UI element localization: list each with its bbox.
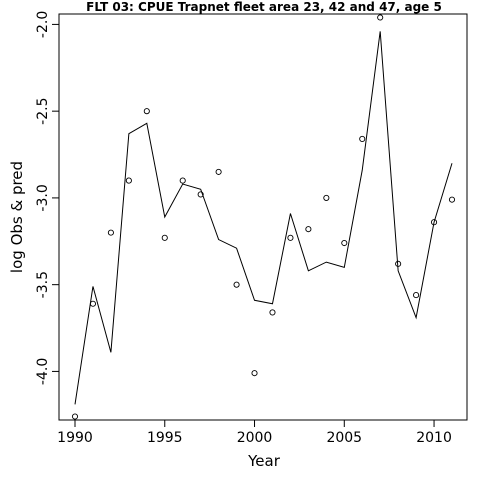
observed-point (215, 168, 222, 175)
observed-point (395, 260, 402, 267)
observed-point (179, 177, 186, 184)
observed-point (377, 14, 384, 21)
x-tick-label: 1995 (147, 430, 183, 446)
observed-point (197, 191, 204, 198)
observed-point (448, 196, 456, 203)
y-tick-label: -3.0 (35, 184, 51, 211)
observed-point (251, 370, 258, 377)
observed-point (305, 226, 312, 233)
y-tick-label: -2.0 (35, 11, 51, 38)
y-tick-label: -2.5 (35, 97, 51, 124)
observed-point (413, 292, 420, 299)
y-tick-label: -3.5 (35, 271, 51, 298)
chart-title: FLT 03: CPUE Trapnet fleet area 23, 42 a… (86, 0, 442, 14)
observed-point (341, 239, 348, 247)
observed-point (430, 219, 438, 226)
observed-point (161, 234, 168, 241)
observed-point (71, 413, 79, 420)
x-tick-label: 2010 (416, 430, 452, 446)
observed-point (143, 108, 150, 115)
x-tick-label: 2005 (326, 430, 362, 446)
x-tick-label: 2000 (237, 430, 273, 446)
observed-point (89, 300, 97, 307)
observed-point (323, 194, 330, 201)
observed-point (233, 281, 240, 288)
observed-point (269, 309, 276, 316)
plot-frame (58, 13, 468, 421)
predicted-line (74, 31, 453, 405)
x-tick-label: 1990 (57, 430, 93, 446)
y-tick-label: -4.0 (35, 358, 51, 385)
observed-point (359, 135, 366, 142)
observed-point (287, 234, 294, 241)
observed-point (125, 177, 132, 184)
observed-point (107, 229, 114, 236)
y-axis: -4.0 -3.5 -3.0 -2.5 -2.0 (35, 11, 59, 385)
y-axis-label: log Obs & pred (8, 161, 26, 273)
x-axis-label: Year (247, 452, 281, 470)
observed-points (71, 14, 456, 420)
x-axis: 1990 1995 2000 2005 2010 (57, 420, 452, 446)
